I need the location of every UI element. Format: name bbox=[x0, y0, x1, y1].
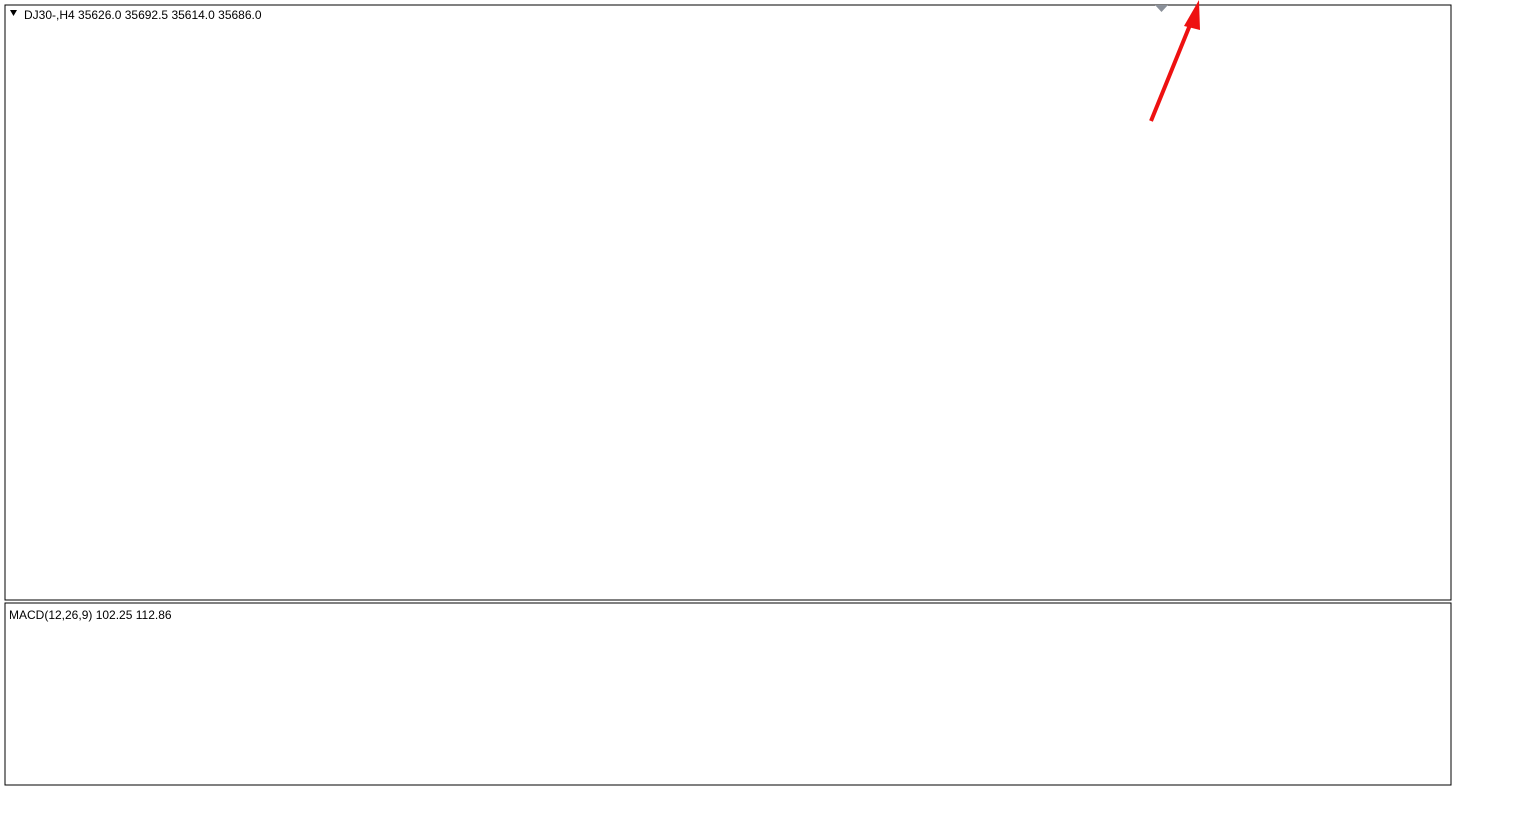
main-panel-frame bbox=[4, 4, 1452, 601]
menu-triangle bbox=[10, 10, 17, 16]
annotation-arrow bbox=[1149, 19, 1194, 122]
shift-marker bbox=[1155, 5, 1168, 12]
macd-panel-frame bbox=[4, 602, 1452, 786]
macd-title: MACD(12,26,9) 102.25 112.86 bbox=[9, 608, 172, 622]
chart-title: DJ30-,H4 35626.0 35692.5 35614.0 35686.0 bbox=[24, 8, 262, 22]
annotation-arrowhead bbox=[1184, 0, 1200, 30]
